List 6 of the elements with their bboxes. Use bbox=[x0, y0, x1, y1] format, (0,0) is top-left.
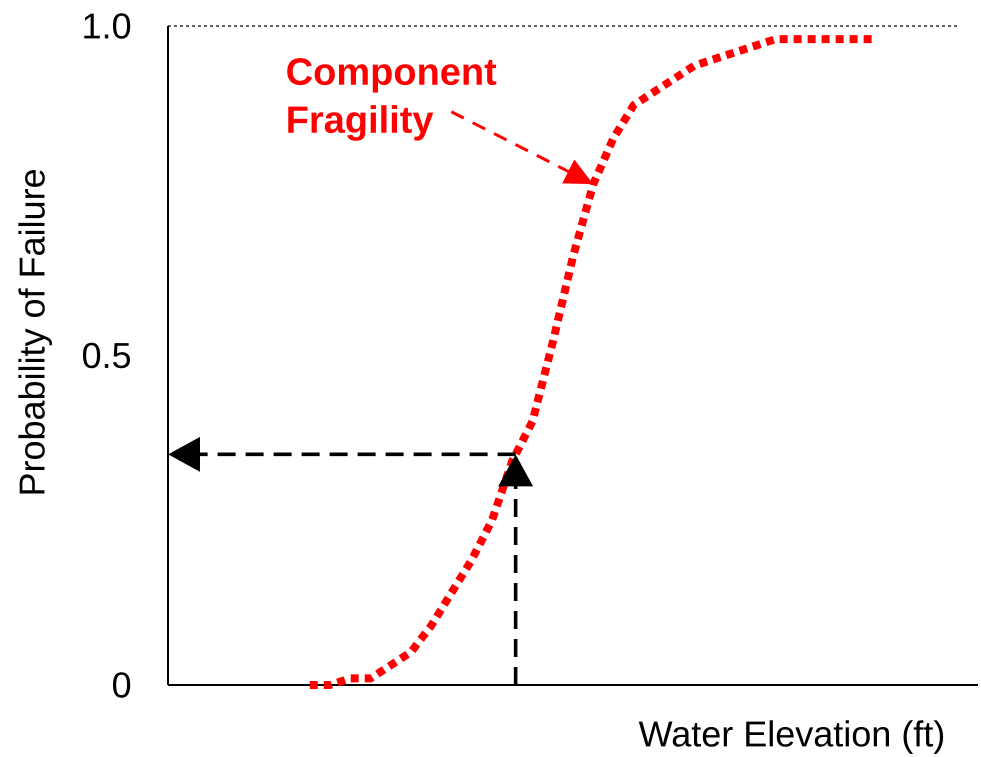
x-axis-title: Water Elevation (ft) bbox=[638, 720, 944, 754]
y-axis-title: Probability of Failure bbox=[18, 170, 52, 494]
y-tick-label: 1.0 bbox=[84, 13, 130, 39]
annotation: Component Fragility bbox=[287, 58, 496, 141]
y-tick-label: 0 bbox=[112, 672, 130, 698]
y-tick-label: 0.5 bbox=[82, 342, 130, 368]
